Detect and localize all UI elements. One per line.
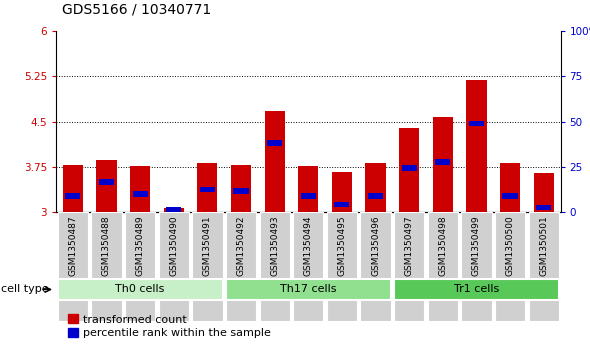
Text: GSM1350491: GSM1350491 <box>203 216 212 276</box>
Bar <box>365 163 386 212</box>
Bar <box>335 202 349 207</box>
FancyBboxPatch shape <box>226 279 391 300</box>
Text: Th0 cells: Th0 cells <box>116 284 165 294</box>
FancyBboxPatch shape <box>159 212 189 321</box>
FancyBboxPatch shape <box>293 212 323 321</box>
FancyBboxPatch shape <box>529 212 559 321</box>
Bar <box>402 166 417 171</box>
Bar <box>234 188 248 194</box>
Text: cell type: cell type <box>1 285 48 294</box>
Text: GSM1350499: GSM1350499 <box>472 216 481 276</box>
FancyBboxPatch shape <box>495 212 525 321</box>
Text: Th17 cells: Th17 cells <box>280 284 336 294</box>
Text: GSM1350496: GSM1350496 <box>371 216 380 276</box>
Bar <box>267 140 282 146</box>
Text: GSM1350501: GSM1350501 <box>539 216 548 276</box>
FancyBboxPatch shape <box>428 212 458 321</box>
Bar <box>166 207 181 213</box>
Bar <box>503 193 517 199</box>
Text: GSM1350497: GSM1350497 <box>405 216 414 276</box>
Bar <box>133 192 148 197</box>
FancyBboxPatch shape <box>91 212 122 321</box>
Bar <box>301 193 316 199</box>
Bar <box>332 172 352 212</box>
FancyBboxPatch shape <box>394 279 559 300</box>
Bar <box>264 111 285 212</box>
FancyBboxPatch shape <box>192 212 222 321</box>
Text: GSM1350488: GSM1350488 <box>102 216 111 276</box>
Text: Tr1 cells: Tr1 cells <box>454 284 499 294</box>
Text: GSM1350493: GSM1350493 <box>270 216 279 276</box>
Bar <box>65 193 80 199</box>
FancyBboxPatch shape <box>226 212 256 321</box>
Text: GSM1350489: GSM1350489 <box>136 216 145 276</box>
Bar <box>231 164 251 212</box>
Bar <box>298 166 319 212</box>
FancyBboxPatch shape <box>327 212 357 321</box>
Bar <box>163 208 184 212</box>
FancyBboxPatch shape <box>461 212 491 321</box>
Bar <box>130 166 150 212</box>
Text: GSM1350494: GSM1350494 <box>304 216 313 276</box>
Text: GSM1350492: GSM1350492 <box>237 216 245 276</box>
FancyBboxPatch shape <box>394 212 424 321</box>
Bar <box>469 121 484 126</box>
Text: GSM1350490: GSM1350490 <box>169 216 178 276</box>
Text: GSM1350498: GSM1350498 <box>438 216 447 276</box>
Bar <box>99 179 114 185</box>
Text: GSM1350500: GSM1350500 <box>506 216 514 276</box>
Bar <box>466 80 487 212</box>
Bar <box>197 163 218 212</box>
Bar <box>368 193 383 199</box>
Bar <box>500 163 520 212</box>
Bar <box>533 173 554 212</box>
Bar <box>432 117 453 212</box>
Bar <box>399 128 419 212</box>
Text: GSM1350487: GSM1350487 <box>68 216 77 276</box>
Legend: transformed count, percentile rank within the sample: transformed count, percentile rank withi… <box>67 314 271 338</box>
Text: GSM1350495: GSM1350495 <box>337 216 346 276</box>
FancyBboxPatch shape <box>360 212 391 321</box>
Bar <box>63 164 83 212</box>
FancyBboxPatch shape <box>125 212 155 321</box>
Bar <box>96 160 117 212</box>
Text: GDS5166 / 10340771: GDS5166 / 10340771 <box>62 2 211 16</box>
Bar <box>200 187 215 192</box>
FancyBboxPatch shape <box>260 212 290 321</box>
FancyBboxPatch shape <box>58 279 222 300</box>
Bar <box>435 159 450 165</box>
Bar <box>536 205 551 210</box>
FancyBboxPatch shape <box>58 212 88 321</box>
